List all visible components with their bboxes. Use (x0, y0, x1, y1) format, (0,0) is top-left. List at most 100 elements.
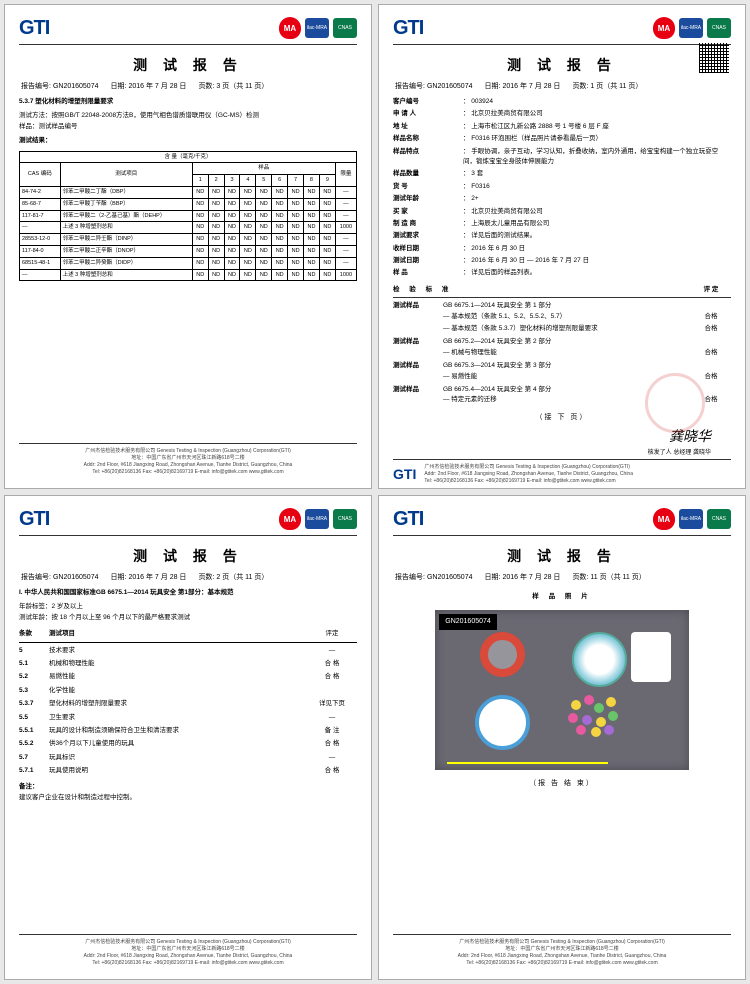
cma-badge: MA (653, 508, 675, 530)
info-row: 买 家： 北京贝拉美商贸有限公司 (393, 207, 731, 217)
content: 样 品 照 片 GN201605074 (393, 588, 731, 934)
gti-logo: GTI (393, 17, 423, 40)
report-title: 测 试 报 告 (19, 55, 357, 75)
company-stamp (645, 373, 705, 433)
info-row: 地 址： 上海市松江区九新公路 2888 号 1 号楼 6 层 F 座 (393, 122, 731, 132)
test-list-row: 5.5.2供36个月以下儿童使用的玩具合 格 (19, 739, 357, 749)
test-list-row: 5.3.7塑化材料的增塑剂限量要求详见下页 (19, 699, 357, 709)
col-header: 7 (288, 175, 304, 187)
standard-heading: I. 中华人民共和国国家标准GB 6675.1—2014 玩具安全 第1部分：基… (19, 588, 357, 598)
footer: GTI 广州杰信检验技术服务有限公司 Genesis Testing & Ins… (393, 459, 731, 485)
sample-photo-heading: 样 品 照 片 (393, 592, 731, 602)
meta-row: 报告编号:GN201605074 日期:2016 年 7 月 28 日 页数:2… (19, 572, 357, 582)
plasticizer-table: 含 量（毫克/千克） CAS 编码 测试项目 样品 限量 123456789 8… (19, 151, 357, 282)
cnas-badge: CNAS (333, 509, 357, 529)
table-row: 28553-12-0邻苯二甲酸二异壬酯（DINP）NDNDNDNDNDNDNDN… (20, 234, 357, 246)
th-sample: 样品 (192, 163, 335, 175)
ilac-badge: ilac-MRA (305, 509, 329, 529)
footer: 广州杰信检验技术服务有限公司 Genesis Testing & Inspect… (19, 934, 357, 967)
ilac-badge: ilac-MRA (305, 18, 329, 38)
info-row: 样品名称： F0316 环泡围栏（样品照片请参看最后一页） (393, 134, 731, 144)
col-header: 1 (192, 175, 208, 187)
footer-logo: GTI (393, 465, 416, 485)
th-item: 测试项目 (60, 163, 192, 187)
meta-row: 报告编号:GN201605074 日期:2016 年 7 月 28 日 页数:1… (393, 81, 731, 91)
cert-badges: MA ilac-MRA CNAS (279, 508, 357, 530)
footer: 广州杰信检验技术服务有限公司 Genesis Testing & Inspect… (19, 443, 357, 476)
result-row: — 基本规范（条款 5.3.7）塑化材料的增塑剂限量要求合格 (393, 324, 731, 334)
report-title: 测 试 报 告 (393, 55, 731, 75)
content: I. 中华人民共和国国家标准GB 6675.1—2014 玩具安全 第1部分：基… (19, 588, 357, 934)
section-5.3.7: 5.3.7 塑化材料的增塑剂限量要求 (19, 97, 357, 107)
info-row: 货 号： F0316 (393, 182, 731, 192)
cert-badges: MA ilac-MRA CNAS (653, 17, 731, 39)
col-header: 6 (272, 175, 288, 187)
standard-row: 测试样品GB 6675.3—2014 玩具安全 第 3 部分 (393, 361, 731, 371)
qr-code (699, 43, 729, 73)
test-list-row: 5技术要求— (19, 646, 357, 656)
header: GTI MA ilac-MRA CNAS (393, 17, 731, 45)
table-row: 117-84-0邻苯二甲酸二正辛酯（DNOP）NDNDNDNDNDNDNDNDN… (20, 245, 357, 257)
ilac-badge: ilac-MRA (679, 509, 703, 529)
age-label: 年龄标签：2 岁及以上 (19, 602, 357, 612)
report-title: 测 试 报 告 (393, 546, 731, 566)
info-row: 测试年龄： 2+ (393, 194, 731, 204)
gti-logo: GTI (19, 508, 49, 531)
sample-item (631, 632, 671, 682)
sample-item (475, 695, 530, 750)
cnas-badge: CNAS (707, 509, 731, 529)
info-row: 申 请 人： 北京贝拉美商贸有限公司 (393, 109, 731, 119)
note-heading: 备注： (19, 782, 357, 792)
table-row: 117-81-7邻苯二甲酸二（2-乙基己基）酯（DEHP）NDNDNDNDNDN… (20, 210, 357, 222)
meta-row: 报告编号:GN201605074 日期:2016 年 7 月 28 日 页数:1… (393, 572, 731, 582)
sample-item (480, 632, 525, 677)
table-row: 85-68-7邻苯二甲酸丁苄酯（BBP）NDNDNDNDNDNDNDNDND— (20, 198, 357, 210)
col-header: 3 (224, 175, 240, 187)
ilac-badge: ilac-MRA (679, 18, 703, 38)
report-page-4: GTI MA ilac-MRA CNAS 测 试 报 告 报告编号:GN2016… (378, 495, 746, 980)
report-title: 测 试 报 告 (19, 546, 357, 566)
info-row: 测试日期： 2016 年 6 月 30 日 — 2016 年 7 月 27 日 (393, 256, 731, 266)
result-row: — 基本规范（条款 5.1、5.2、5.5.2、5.7）合格 (393, 312, 731, 322)
report-page-2: GTI MA ilac-MRA CNAS 测 试 报 告 报告编号:GN2016… (378, 4, 746, 489)
test-list-header: 条款 测试项目 评定 (19, 629, 357, 642)
sample-label: 样品：测试样品编号 (19, 122, 357, 132)
signature-label: 核发了人 总经理 龚晓华 (393, 449, 711, 459)
table-row: —上述 3 种增塑剂总和NDNDNDNDNDNDNDNDND1000 (20, 269, 357, 281)
gti-logo: GTI (393, 508, 423, 531)
note-text: 建议客户企业在设计和制造过程中控制。 (19, 793, 357, 803)
sample-item (572, 632, 627, 687)
test-age: 测试年龄：按 18 个月以上至 96 个月以下的最严格要求测试 (19, 613, 357, 623)
verdict-header: 评 定 (691, 285, 731, 295)
content: 5.3.7 塑化材料的增塑剂限量要求 测试方法：按照GB/T 22048-200… (19, 97, 357, 443)
report-page-1: GTI MA ilac-MRA CNAS 测 试 报 告 报告编号:GN2016… (4, 4, 372, 489)
info-row: 收样日期： 2016 年 6 月 30 日 (393, 244, 731, 254)
cert-badges: MA ilac-MRA CNAS (279, 17, 357, 39)
cnas-badge: CNAS (333, 18, 357, 38)
report-end: （报 告 结 束） (393, 778, 731, 789)
meta-row: 报告编号:GN201605074 日期:2016 年 7 月 28 日 页数:3… (19, 81, 357, 91)
col-header: 9 (319, 175, 335, 187)
header: GTI MA ilac-MRA CNAS (393, 508, 731, 536)
sample-photo: GN201605074 (435, 610, 689, 770)
test-list-row: 5.3化学性能 (19, 686, 357, 696)
test-list-row: 5.2易燃性能合 格 (19, 672, 357, 682)
table-row: 68515-48-1邻苯二甲酸二异癸酯（DIDP）NDNDNDNDNDNDNDN… (20, 257, 357, 269)
th-cas: CAS 编码 (20, 163, 61, 187)
header: GTI MA ilac-MRA CNAS (19, 508, 357, 536)
cma-badge: MA (279, 508, 301, 530)
test-list-row: 5.5.1玩具的设计和制造须确保符合卫生和清洁要求备 注 (19, 726, 357, 736)
cert-badges: MA ilac-MRA CNAS (653, 508, 731, 530)
report-page-3: GTI MA ilac-MRA CNAS 测 试 报 告 报告编号:GN2016… (4, 495, 372, 980)
table-row: 84-74-2邻苯二甲酸二丁酯（DBP）NDNDNDNDNDNDNDNDND— (20, 186, 357, 198)
test-method: 测试方法：按照GB/T 22048-2008方法B，使用气相色谱质谱联用仪（GC… (19, 111, 357, 121)
test-list-row: 5.7.1玩具使用说明合 格 (19, 766, 357, 776)
photo-tag: GN201605074 (439, 614, 497, 629)
test-list-row: 5.5卫生要求— (19, 713, 357, 723)
content: 客户编号： 003924申 请 人： 北京贝拉美商贸有限公司地 址： 上海市松江… (393, 97, 731, 459)
col-header: 8 (304, 175, 320, 187)
th-limit: 限量 (335, 163, 356, 187)
col-header: 5 (256, 175, 272, 187)
cma-badge: MA (653, 17, 675, 39)
cnas-badge: CNAS (707, 18, 731, 38)
